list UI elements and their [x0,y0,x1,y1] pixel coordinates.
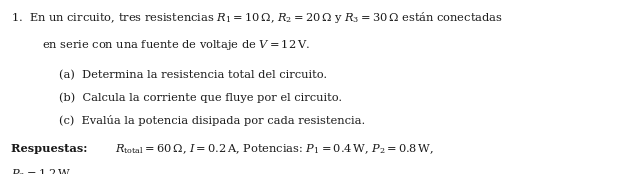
Text: Respuestas:: Respuestas: [11,143,91,154]
Text: 1.  En un circuito, tres resistencias $R_1 = 10\,\Omega$, $R_2 = 20\,\Omega$ y $: 1. En un circuito, tres resistencias $R_… [11,10,503,25]
Text: $P_3 = 1.2\,\mathrm{W}$.: $P_3 = 1.2\,\mathrm{W}$. [11,167,74,174]
Text: (b)  Calcula la corriente que fluye por el circuito.: (b) Calcula la corriente que fluye por e… [59,92,342,103]
Text: en serie con una fuente de voltaje de $V = 12\,\mathrm{V}$.: en serie con una fuente de voltaje de $V… [42,38,310,52]
Text: $R_{\mathrm{total}} = 60\,\Omega$, $I = 0.2\,\mathrm{A}$, Potencias: $P_1 = 0.4\: $R_{\mathrm{total}} = 60\,\Omega$, $I = … [115,143,434,156]
Text: (c)  Evalúa la potencia disipada por cada resistencia.: (c) Evalúa la potencia disipada por cada… [59,115,365,126]
Text: (a)  Determina la resistencia total del circuito.: (a) Determina la resistencia total del c… [59,70,327,80]
